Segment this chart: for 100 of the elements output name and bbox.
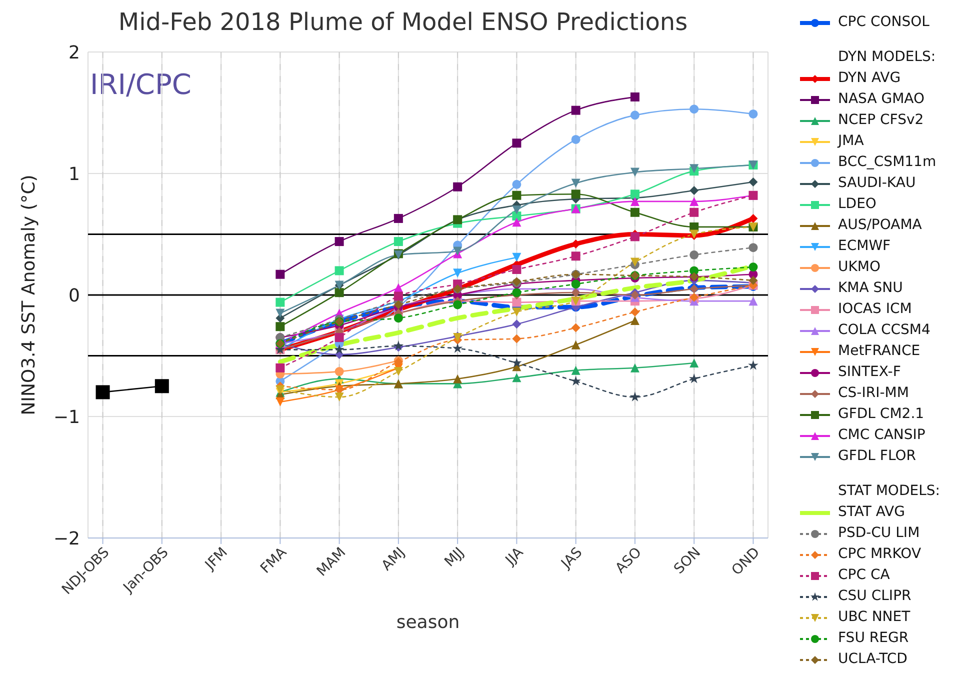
point	[630, 363, 640, 372]
point	[334, 392, 344, 402]
legend-label: SINTEX-F	[838, 363, 901, 382]
point	[276, 363, 285, 372]
point	[276, 385, 285, 394]
point	[571, 366, 580, 375]
point	[512, 358, 522, 368]
legend-label: COLA CCSM4	[838, 321, 930, 340]
text: DYN MODELS:	[837, 48, 937, 67]
legend-label: CPC CA	[838, 566, 890, 585]
legend-label: UBC NNET	[838, 608, 910, 627]
point	[630, 208, 640, 217]
point	[630, 232, 640, 242]
point	[154, 379, 169, 394]
point	[276, 298, 285, 307]
point	[690, 250, 699, 260]
point	[630, 196, 640, 206]
legend-label: JMA	[838, 132, 864, 151]
point	[571, 288, 580, 298]
point	[688, 373, 700, 384]
point	[748, 109, 758, 118]
legend-label: ECMWF	[838, 237, 891, 256]
point	[512, 334, 522, 344]
point	[630, 392, 640, 402]
point	[512, 218, 522, 227]
point	[748, 276, 758, 285]
chart-title: Mid-Feb 2018 Plume of Model ENSO Predictions	[117, 8, 689, 36]
point	[512, 138, 522, 148]
legend-label: KMA SNU	[838, 279, 903, 298]
point	[334, 266, 344, 276]
point	[571, 106, 580, 115]
x-axis-title: season	[396, 612, 460, 633]
point	[96, 385, 110, 400]
point	[394, 214, 403, 223]
legend-label: UKMO	[838, 258, 881, 277]
point	[630, 110, 640, 120]
point	[512, 190, 522, 200]
legend-label: MetFRANCE	[838, 342, 920, 361]
legend-label: CPC CONSOL	[838, 13, 930, 32]
point	[690, 208, 699, 217]
point	[748, 296, 758, 306]
x-tick-label: JJA	[502, 544, 527, 570]
point	[748, 214, 758, 223]
legend-label: CSU CLIPR	[838, 587, 912, 606]
annotation: IRI/CPC	[90, 68, 192, 101]
legend-label: LDEO	[838, 195, 876, 214]
point	[690, 104, 699, 114]
point	[334, 237, 344, 246]
point	[334, 344, 344, 354]
point	[453, 300, 462, 310]
legend-label: STAT AVG	[838, 503, 905, 522]
legend-label: CMC CANSIP	[838, 426, 926, 445]
point	[570, 376, 581, 386]
legend-label: IOCAS ICM	[838, 300, 912, 319]
point	[748, 178, 758, 187]
x-tick-label: MJJ	[442, 544, 468, 570]
legend-label: PSD-CU LIM	[838, 524, 920, 543]
y-tick-label: 2	[68, 42, 80, 64]
y-tick-label: 1	[68, 164, 80, 185]
point	[512, 252, 522, 262]
point	[276, 322, 285, 332]
legend-label: NASA GMAO	[838, 90, 925, 109]
point	[394, 300, 403, 310]
y-tick-label: −2	[53, 528, 80, 550]
point	[394, 237, 403, 246]
point	[276, 397, 285, 406]
point	[571, 178, 580, 188]
point	[334, 367, 344, 376]
point	[512, 288, 522, 298]
point	[630, 92, 640, 102]
point	[394, 314, 403, 323]
legend-label: BCC_CSM11m	[838, 153, 936, 172]
point	[334, 288, 344, 298]
point	[512, 320, 522, 329]
point	[394, 367, 403, 376]
y-tick-label: 0	[68, 285, 80, 306]
point	[571, 340, 580, 350]
legend-label: CPC MRKOV	[838, 545, 922, 564]
point	[630, 258, 640, 267]
point	[690, 164, 699, 174]
point	[512, 373, 522, 382]
point	[452, 343, 463, 353]
legend-label: AUS/POAMA	[838, 216, 922, 235]
point	[512, 264, 522, 274]
point	[690, 358, 699, 368]
point	[453, 268, 462, 278]
point	[453, 246, 462, 256]
legend-label: GFDL FLOR	[838, 447, 916, 466]
y-tick-label: −1	[53, 406, 80, 428]
legend-label: NCEP CFSv2	[838, 111, 924, 130]
point	[630, 316, 640, 326]
point	[630, 308, 640, 317]
legend-label: FSU REGR	[838, 629, 909, 648]
point	[748, 360, 758, 370]
legend-label: SAUDI-KAU	[838, 174, 916, 193]
point	[512, 180, 522, 189]
legend-label: CS-IRI-MM	[838, 384, 909, 403]
point	[276, 308, 285, 318]
point	[334, 333, 344, 342]
point	[276, 270, 285, 279]
